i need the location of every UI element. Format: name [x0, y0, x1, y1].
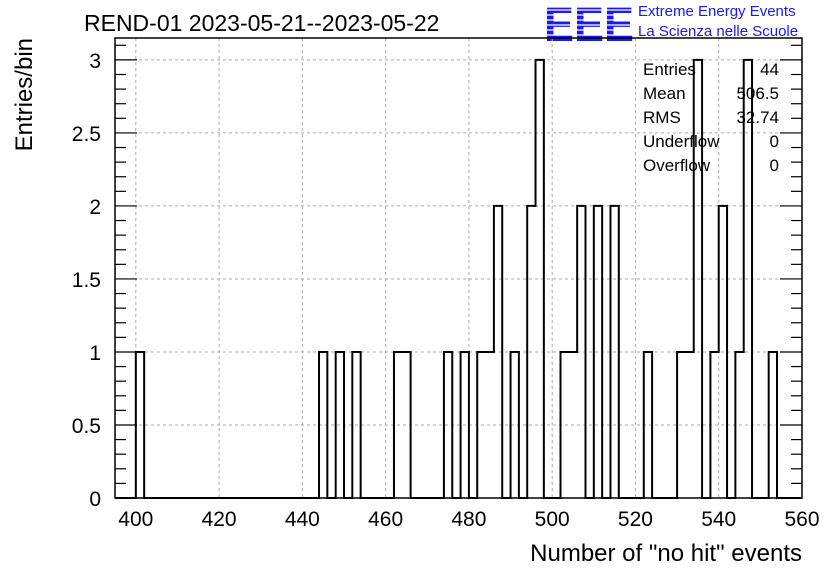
plot-frame: [114, 37, 803, 499]
stat-row-underflow: Underflow 0: [643, 130, 779, 154]
stat-row-mean: Mean 506.5: [643, 82, 779, 106]
y-tick-label: 3: [89, 50, 101, 73]
stat-name: RMS: [643, 108, 681, 127]
x-tick-label: 560: [784, 508, 819, 531]
x-tick-label: 520: [618, 508, 653, 531]
stat-name: Overflow: [643, 156, 711, 175]
x-tick-label: 480: [451, 508, 486, 531]
x-tick-label: 500: [535, 508, 570, 531]
logo-caption-line1: Extreme Energy Events: [638, 3, 796, 20]
y-tick-label: 2.5: [72, 123, 101, 146]
x-tick-label: 540: [701, 508, 736, 531]
stat-row-overflow: Overflow 0: [643, 154, 779, 178]
y-tick-label: 1.5: [72, 269, 101, 292]
stat-value: 0: [769, 132, 779, 151]
logo-caption: Extreme Energy Events La Scienza nelle S…: [638, 2, 798, 42]
y-tick-label: 1: [89, 342, 101, 365]
y-tick-label: 2: [89, 196, 101, 219]
x-tick-label: 420: [202, 508, 237, 531]
y-axis-label: Entries/bin: [11, 38, 38, 151]
stat-row-entries: Entries 44: [643, 58, 779, 82]
stat-name: Entries: [643, 60, 696, 79]
y-tick-label: 0.5: [72, 415, 101, 438]
x-tick-label: 460: [368, 508, 403, 531]
stats-box: Entries 44 Mean 506.5 RMS 32.74 Underflo…: [643, 58, 779, 178]
histogram-outline: [115, 58, 802, 499]
logo-caption-line2: La Scienza nelle Scuole: [638, 23, 799, 40]
stat-name: Mean: [643, 84, 686, 103]
x-tick-label: 440: [285, 508, 320, 531]
chart-title: REND-01 2023-05-21--2023-05-22: [84, 10, 440, 36]
stat-value: 32.74: [736, 108, 779, 127]
x-tick-label: 400: [118, 508, 153, 531]
stat-name: Underflow: [643, 132, 720, 151]
stat-value: 0: [769, 156, 779, 175]
stat-row-rms: RMS 32.74: [643, 106, 779, 130]
x-axis-label: Number of "no hit" events: [530, 540, 802, 567]
stat-value: 44: [760, 60, 779, 79]
stat-value: 506.5: [736, 84, 779, 103]
y-tick-label: 0: [89, 488, 101, 511]
